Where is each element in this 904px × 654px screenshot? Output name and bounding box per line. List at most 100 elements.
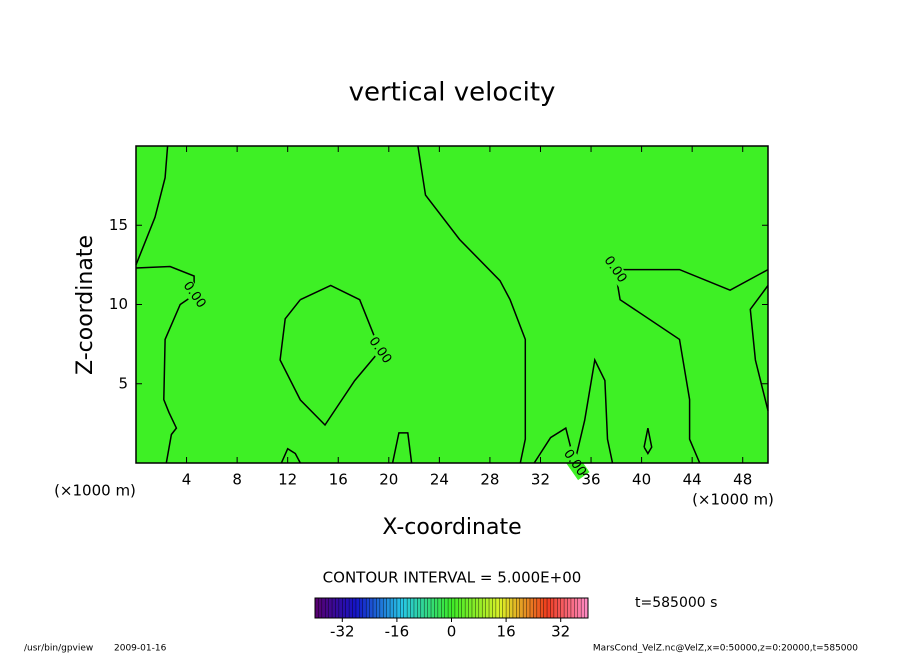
contour-interval: CONTOUR INTERVAL = 5.000E+00 [323,569,582,587]
x-tick-label: 44 [683,471,702,489]
colorbar-cell [427,598,432,618]
colorbar-cell [506,598,510,618]
colorbar-cell [332,598,336,618]
colorbar-cell [461,598,466,618]
x-tick-label: 12 [278,471,297,489]
y-tick-label: 5 [118,374,128,392]
colorbar-cell [376,598,381,618]
colorbar-cell [431,598,435,618]
colorbar-cell [489,598,493,618]
contour-line [135,265,195,464]
colorbar-cell [543,598,548,618]
contour-label-bg [179,277,210,313]
colorbar-cell [465,598,469,618]
x-tick-label: 16 [329,471,348,489]
colorbar-cell [516,598,521,618]
colorbar-cell [533,598,538,618]
contour-line [749,285,769,411]
x-unit-right: (×1000 m) [692,491,774,509]
field [136,146,768,463]
colorbar-cell [369,598,374,618]
colorbar-cell [526,598,531,618]
colorbar-cell [451,598,456,618]
colorbar-cell [570,598,575,618]
colorbar-cell [424,598,428,618]
colorbar-cell [475,598,480,618]
contour-line [279,284,381,427]
colorbar-cell [328,598,333,618]
colorbar-cell [366,598,370,618]
colorbar-tick-label: 16 [497,623,516,641]
contour-line [391,432,413,464]
colorbar-cell [383,598,387,618]
colorbar-cell [499,598,503,618]
x-tick-label: 8 [232,471,242,489]
colorbar-cell [547,598,551,618]
colorbar-cell [468,598,473,618]
colorbar-cell [492,598,497,618]
colorbar-cell [359,598,364,618]
colorbar-cell [345,598,350,618]
contour-line [643,427,653,455]
colorbar-tick-label: -16 [385,623,410,641]
x-tick-label: 28 [480,471,499,489]
colorbar-cell [523,598,527,618]
colorbar-cell [519,598,524,618]
x-tick-label: 32 [531,471,550,489]
contour-label-bg [365,333,395,368]
colorbar-cell [482,598,486,618]
colorbar-cell [560,598,565,618]
colorbar-cell [574,598,579,618]
contour-line [417,145,527,464]
x-tick-label: 24 [430,471,449,489]
contour-line [135,145,169,266]
colorbar-cell [318,598,323,618]
colorbar-cell [407,598,411,618]
colorbar-cell [315,598,319,618]
colorbar-cell [485,598,490,618]
y-axis-label: Z-coordinate [73,235,98,375]
contour-label-bg [600,252,630,287]
colorbar-cell [529,598,534,618]
x-tick-label: 40 [632,471,651,489]
colorbar-cell [373,598,377,618]
time-label: t=585000 s [635,595,717,611]
colorbar-cell [495,598,500,618]
colorbar-cell [553,598,558,618]
colorbar-cell [362,598,367,618]
colorbar-cell [584,598,589,618]
y-tick-label: 15 [109,216,128,234]
colorbar-cell [390,598,394,618]
colorbar-cell [564,598,568,618]
colorbar-tick-label: 32 [551,623,570,641]
x-unit-left: (×1000 m) [54,482,136,500]
colorbar-cell [502,598,507,618]
colorbar-cell [478,598,483,618]
colorbar-cell [434,598,439,618]
colorbar-cell [550,598,555,618]
colorbar-cell [536,598,541,618]
colorbar-cell [581,598,585,618]
chart-title: vertical velocity [349,78,556,108]
colorbar-cell [379,598,384,618]
colorbar-cell [349,598,353,618]
y-tick-label: 10 [109,295,128,313]
colorbar-tick-label: 0 [447,623,457,641]
colorbar-cell [512,598,517,618]
colorbar-cell [509,598,514,618]
colorbar-cell [335,598,340,618]
colorbar-cell [567,598,572,618]
x-tick-label: 4 [182,471,192,489]
date: 2009-01-16 [114,644,167,654]
colorbar-cell [321,598,326,618]
x-tick-label: 20 [379,471,398,489]
x-tick-label: 36 [581,471,600,489]
colorbar-cell [386,598,391,618]
x-axis-label: X-coordinate [382,515,521,540]
colorbar-cell [342,598,347,618]
colorbar-cell [448,598,452,618]
colorbar-cell [403,598,408,618]
colorbar-cell [454,598,459,618]
colorbar-cell [396,598,401,618]
colorbar-cell [577,598,582,618]
